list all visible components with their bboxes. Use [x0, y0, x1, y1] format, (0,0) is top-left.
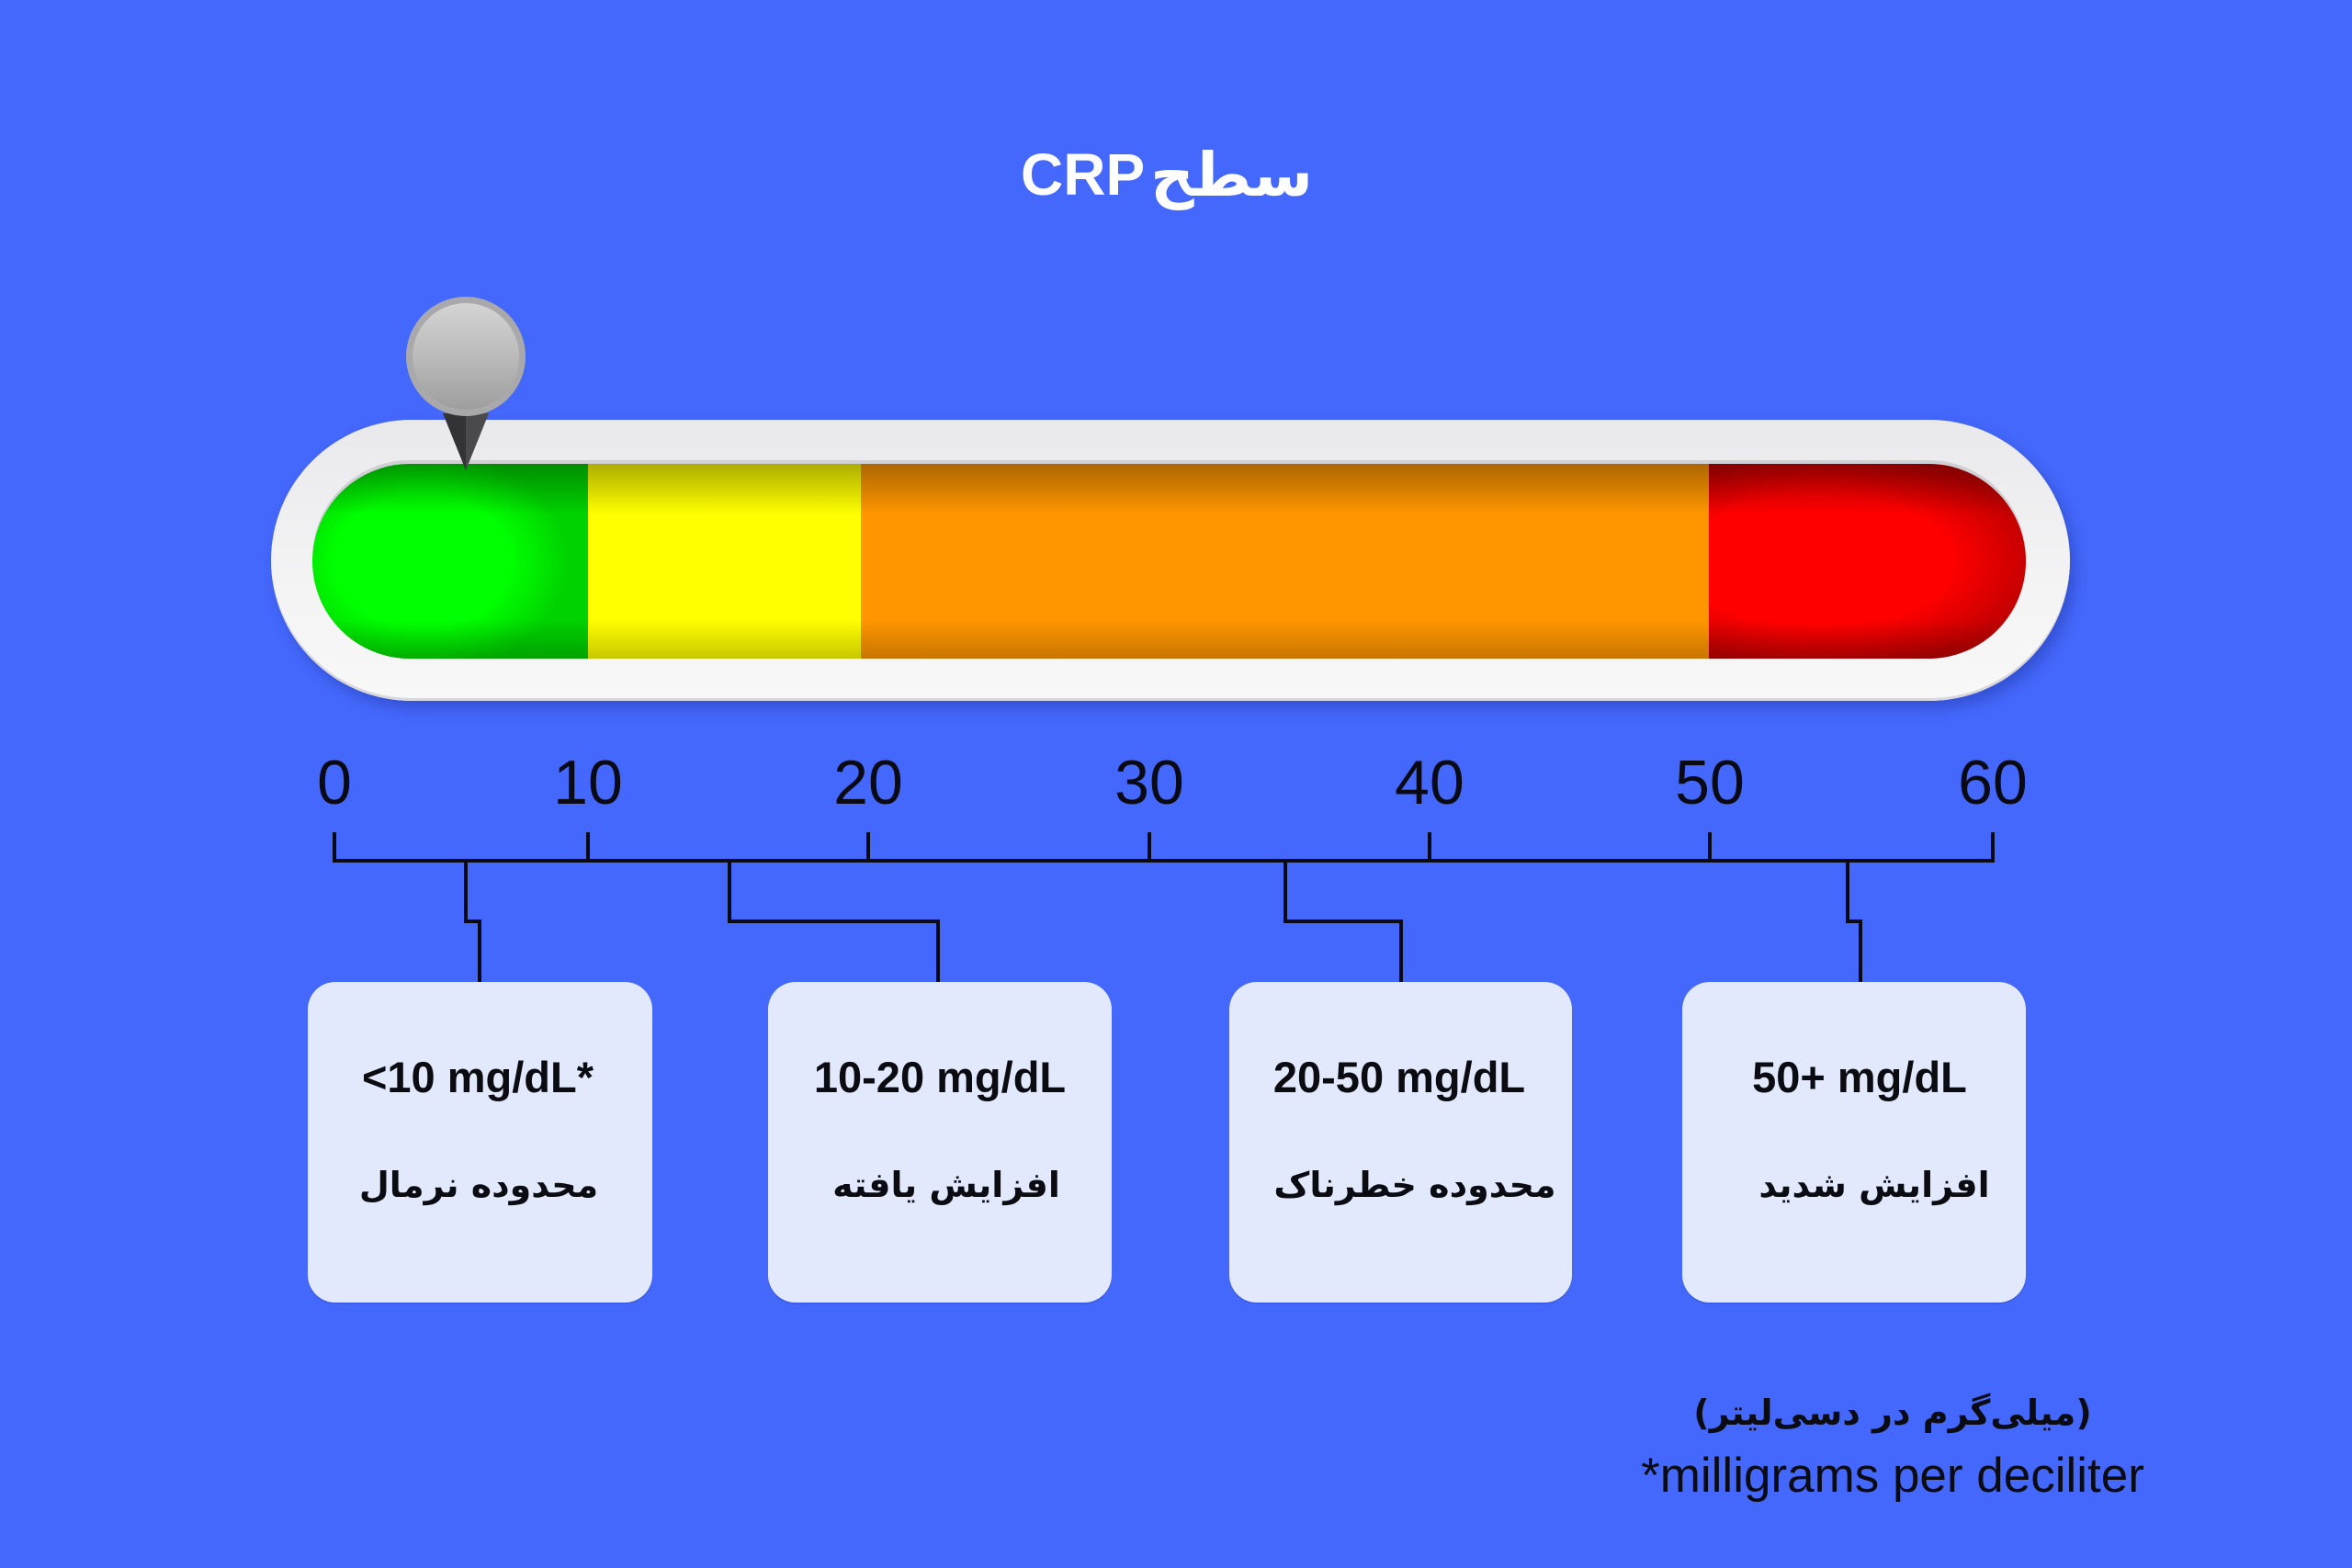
segment-severe	[1709, 464, 2026, 659]
tick-label-10: 10	[553, 748, 623, 818]
range-card-severe	[1682, 982, 2026, 1303]
range-label-elevated: افزایش یافته	[832, 1165, 1060, 1205]
connector-severe	[1846, 859, 1862, 984]
unit-note-persian: (میلی‌گرم در دسی‌لیتر)	[1693, 1393, 2092, 1433]
title-persian: سطح	[1150, 139, 1313, 210]
range-label-normal: محدوده نرمال	[358, 1165, 599, 1205]
tick-label-60: 60	[1958, 748, 2028, 818]
pin-head-icon	[406, 297, 526, 416]
range-card-normal	[308, 982, 652, 1303]
range-card-elevated	[768, 982, 1112, 1303]
tick-label-40: 40	[1395, 748, 1464, 818]
tick-label-50: 50	[1675, 748, 1745, 818]
range-card-dangerous	[1229, 982, 1572, 1303]
range-value-severe: 50+ mg/dL	[1752, 1053, 1967, 1101]
tick-label-30: 30	[1114, 748, 1184, 818]
connector-normal	[464, 859, 481, 984]
segment-dangerous	[861, 464, 1709, 659]
range-value-normal: <10 mg/dL*	[361, 1053, 594, 1101]
tick-label-0: 0	[317, 748, 352, 818]
range-value-dangerous: 20-50 mg/dL	[1272, 1053, 1526, 1101]
page-title: CRP سطح	[992, 119, 1341, 230]
range-value-elevated: 10-20 mg/dL	[813, 1053, 1067, 1101]
unit-note-english: *milligrams per deciliter	[1641, 1449, 2144, 1503]
map-pin-icon	[443, 413, 489, 470]
gauge-bar	[312, 464, 2026, 659]
connector-elevated	[728, 859, 940, 984]
connector-dangerous	[1283, 859, 1403, 984]
tick-label-20: 20	[833, 748, 903, 818]
segment-elevated	[588, 464, 861, 659]
range-label-severe: افزایش شدید	[1758, 1165, 1990, 1205]
title-acronym: CRP	[1021, 141, 1146, 208]
range-label-dangerous: محدوده خطرناک	[1273, 1165, 1556, 1205]
segment-normal	[312, 464, 588, 659]
